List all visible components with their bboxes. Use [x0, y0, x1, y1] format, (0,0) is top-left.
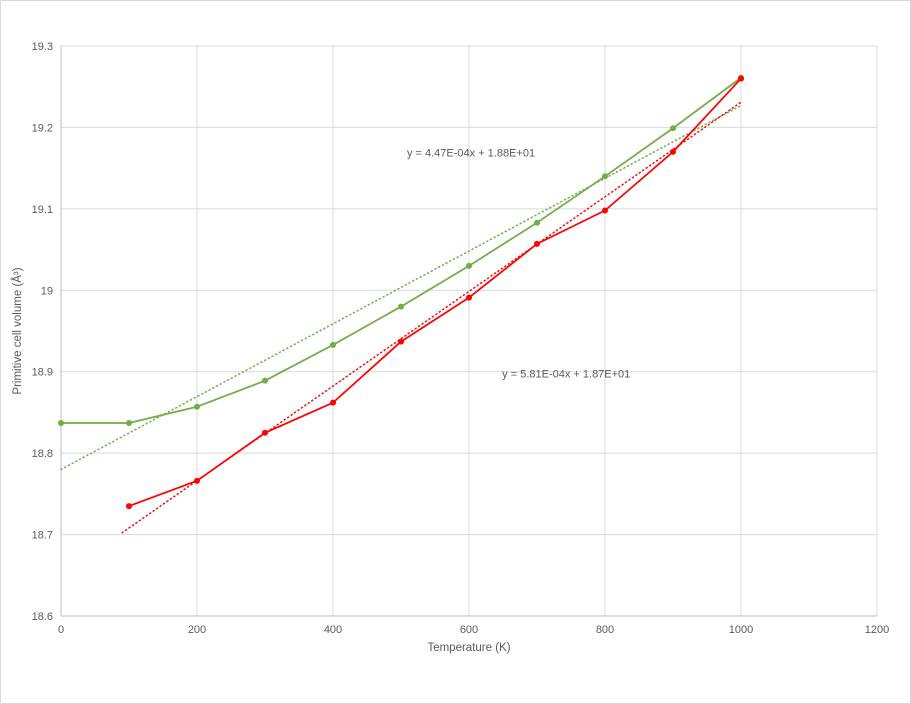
data-point-marker — [126, 420, 132, 427]
data-point-marker — [194, 403, 200, 410]
data-point-marker — [602, 207, 608, 214]
y-tick-label: 18.8 — [32, 448, 53, 460]
x-tick-label: 1200 — [865, 624, 889, 636]
data-point-marker — [670, 148, 676, 155]
data-point-marker — [330, 341, 336, 348]
tick-labels: 0 200 400 600 800 1000 1200 18.6 18.7 18.8 18.9 19 1… — [32, 41, 890, 636]
x-tick-label: 400 — [324, 624, 342, 636]
y-tick-label: 18.9 — [32, 367, 53, 379]
data-point-marker — [58, 420, 64, 427]
data-point-marker — [398, 338, 404, 345]
y-tick-label: 19.1 — [32, 204, 53, 216]
data-point-marker — [466, 294, 472, 301]
y-tick-label: 19.3 — [32, 41, 53, 53]
gridlines — [60, 45, 878, 617]
x-axis-title: Temperature (K) — [427, 642, 510, 654]
data-point-marker — [398, 303, 404, 310]
x-tick-label: 0 — [58, 624, 64, 636]
x-tick-label: 1000 — [729, 624, 753, 636]
data-point-marker — [126, 503, 132, 510]
trendline-equation-red-series: y = 5.81E-04x + 1.87E+01 — [502, 368, 630, 380]
data-point-marker — [262, 377, 268, 384]
data-point-marker — [670, 125, 676, 132]
data-point-marker — [330, 399, 336, 406]
x-tick-label: 600 — [460, 624, 478, 636]
data-point-marker — [194, 477, 200, 484]
data-point-marker — [262, 429, 268, 436]
y-tick-label: 19 — [41, 285, 53, 297]
series-line-red-series — [128, 77, 742, 507]
series-red-series — [126, 75, 744, 510]
y-tick-label: 19.2 — [32, 122, 53, 134]
trendline-equation-green-series: y = 4.47E-04x + 1.88E+01 — [407, 148, 535, 160]
data-point-marker — [466, 262, 472, 269]
x-tick-label: 800 — [596, 624, 614, 636]
trendline-green-series — [60, 104, 742, 471]
y-axis-title: Primitive cell volume (Å³) — [11, 267, 24, 394]
data-point-marker — [602, 173, 608, 180]
y-tick-label: 18.7 — [32, 530, 53, 542]
y-tick-label: 18.6 — [32, 611, 53, 623]
data-point-marker — [534, 219, 540, 226]
x-tick-label: 200 — [188, 624, 206, 636]
series-green-series — [58, 74, 744, 427]
data-point-marker — [738, 75, 744, 82]
data-point-marker — [534, 240, 540, 247]
